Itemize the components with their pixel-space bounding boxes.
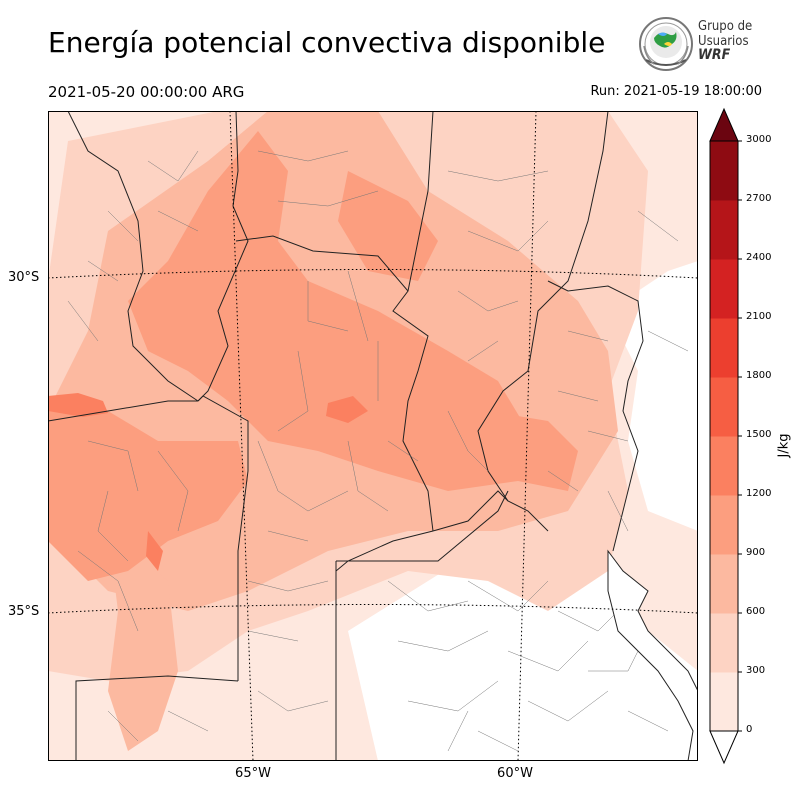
colorbar-tick-label: 3000	[746, 134, 772, 145]
colorbar-tick-label: 2700	[746, 193, 772, 204]
colorbar-unit: J/kg	[776, 433, 792, 458]
run-time: Run: 2021-05-19 18:00:00	[590, 84, 762, 99]
colorbar-segment	[710, 613, 738, 673]
map-title: Energía potencial convectiva disponible	[48, 26, 606, 59]
strong-cape-area	[488, 411, 578, 491]
colorbar-segment	[710, 436, 738, 496]
lat-label-35s: 35°S	[8, 604, 40, 619]
colorbar-segment	[710, 554, 738, 614]
province-borders	[48, 111, 644, 761]
colorbar-tick-label: 1800	[746, 370, 772, 381]
colorbar-segment	[710, 495, 738, 555]
colorbar-segment	[710, 200, 738, 260]
medium-cape-area	[108, 531, 178, 751]
logo-line1: Grupo de	[698, 19, 753, 34]
colorbar-tick-label: 2400	[746, 252, 772, 263]
colorbar-segment	[710, 672, 738, 732]
graticule	[48, 111, 698, 761]
colorbar-tick-label: 0	[746, 724, 753, 735]
colorbar-upper-extend	[709, 107, 739, 142]
colorbar-segment	[710, 377, 738, 437]
colorbar-segment	[710, 318, 738, 378]
logo-line2: Usuarios	[698, 34, 749, 49]
valid-time: 2021-05-20 00:00:00 ARG	[48, 83, 245, 101]
colorbar-tick-label: 1200	[746, 488, 772, 499]
colorbar-tick-label: 1500	[746, 429, 772, 440]
wrf-globe-icon	[639, 17, 693, 71]
colorbar-tick-label: 2100	[746, 311, 772, 322]
lon-label-65w: 65°W	[235, 766, 271, 781]
colorbar-lower-extend	[709, 730, 739, 765]
peak-cape-spot	[326, 396, 368, 423]
peak-cape-spot	[48, 393, 108, 417]
map-frame	[48, 111, 698, 761]
lon-label-60w: 60°W	[497, 766, 533, 781]
colorbar-tick-label: 300	[746, 665, 766, 676]
logo-line3: WRF	[698, 47, 731, 63]
colorbar-segment	[710, 141, 738, 201]
strong-cape-area	[128, 131, 528, 491]
strong-cape-area	[338, 171, 438, 281]
lat-label-30s: 30°S	[8, 270, 40, 285]
wrf-logo: Grupo de Usuarios WRF	[638, 16, 758, 72]
colorbar-tick-label: 600	[746, 606, 766, 617]
peak-cape-spot	[146, 531, 163, 571]
colorbar	[709, 107, 742, 765]
cape-map	[48, 111, 698, 761]
colorbar-tick-label: 900	[746, 547, 766, 558]
colorbar-segment	[710, 259, 738, 319]
strong-cape-area	[48, 401, 248, 581]
department-borders	[67, 150, 689, 752]
coastline	[607, 549, 698, 761]
